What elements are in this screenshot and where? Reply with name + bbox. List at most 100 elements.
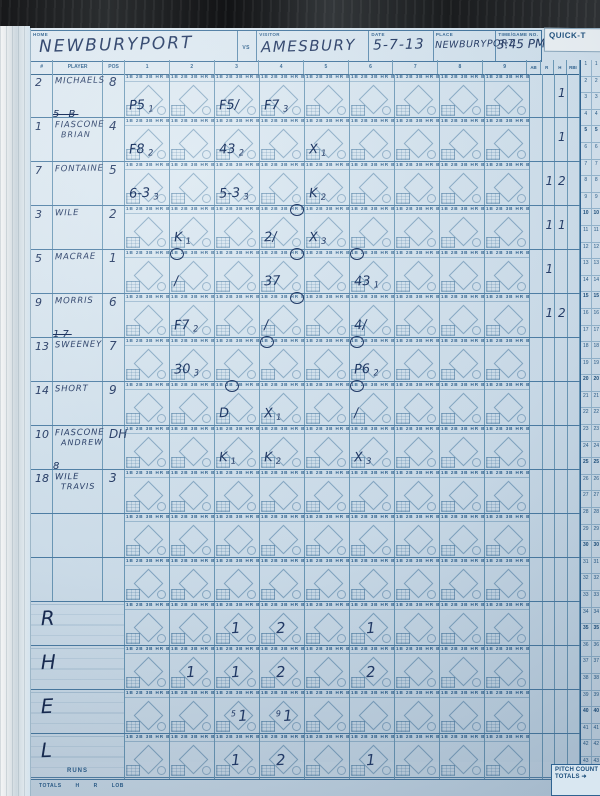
quick-row: 14 14 xyxy=(581,275,600,293)
circle-icon xyxy=(427,766,436,775)
quick-number: 13 xyxy=(581,259,592,275)
hit-type-strip: 1B 2B 3B HR BB xyxy=(395,118,439,126)
inning-cell-4: 1B 2B 3B HR BB 91 xyxy=(260,690,305,733)
hit-type-strip: 1B 2B 3B HR BB xyxy=(440,426,484,434)
quick-number: 25 xyxy=(592,458,600,474)
col-inning-header-1: 1 xyxy=(125,60,170,74)
hit-type-strip: 1B 2B 3B HR BB xyxy=(125,690,169,698)
inning-cell-3: 1B 2B 3B HR BB 51 xyxy=(215,690,260,733)
quick-number: 28 xyxy=(592,508,600,524)
runs-inning-cell-5 xyxy=(305,762,350,779)
pitch-grid-icon xyxy=(486,501,500,512)
player-name2: BRIAN xyxy=(60,129,91,140)
quick-number: 4 xyxy=(592,110,600,126)
circled-1b-mark xyxy=(350,336,364,348)
stat-cell-r xyxy=(543,118,555,161)
inning-cell-9: 1B 2B 3B HR BB xyxy=(485,206,530,249)
inning-cell-8: 1B 2B 3B HR BB xyxy=(440,382,485,425)
quick-number: 22 xyxy=(592,408,600,424)
hit-type-strip: 1B 2B 3B HR BB xyxy=(485,470,529,478)
hit-type-strip: 1B 2B 3B HR BB xyxy=(395,294,439,302)
pitch-grid-icon xyxy=(396,281,410,292)
pitch-grid-icon xyxy=(126,677,140,688)
circle-icon xyxy=(337,414,346,423)
pitch-grid-icon xyxy=(126,413,140,424)
hit-type-strip: 1B 2B 3B HR BB xyxy=(125,162,169,170)
hit-type-strip: 1B 2B 3B HR BB xyxy=(125,338,169,346)
quick-row: 33 33 xyxy=(581,591,600,608)
circle-icon xyxy=(472,370,481,379)
pitch-grid-icon xyxy=(441,325,455,336)
blank-row: 1B 2B 3B HR BB1B 2B 3B HR BB1B 2B 3B HR … xyxy=(31,514,580,558)
game-date: 5-7-13 xyxy=(373,36,426,54)
quick-number: 24 xyxy=(592,442,600,458)
pitch-grid-icon xyxy=(306,105,320,116)
stat-cell-rbi xyxy=(568,690,580,733)
circle-icon xyxy=(382,678,391,687)
hand-out-number: 3 xyxy=(320,236,327,247)
circle-icon xyxy=(337,370,346,379)
home-team-name: NEWBURYPORT xyxy=(38,32,194,58)
stats-block: 1 xyxy=(530,118,580,161)
stats-block xyxy=(530,690,580,733)
totals-col-h: H xyxy=(75,783,80,789)
inning-cell-7: 1B 2B 3B HR BB xyxy=(395,470,440,513)
hit-type-strip: 1B 2B 3B HR BB xyxy=(305,294,349,302)
pitch-grid-icon xyxy=(441,677,455,688)
hand-out-number: 3 xyxy=(365,456,372,467)
circle-icon xyxy=(202,546,211,555)
hit-type-strip: 1B 2B 3B HR BB xyxy=(215,250,259,258)
pitch-grid-icon xyxy=(351,413,365,424)
quick-number: 12 xyxy=(592,243,600,259)
hit-type-strip: 1B 2B 3B HR BB xyxy=(260,162,304,170)
player-name-cell xyxy=(53,514,103,557)
pitch-grid-icon xyxy=(171,281,185,292)
inning-cell-8: 1B 2B 3B HR BB xyxy=(440,734,485,777)
pitch-grid-icon xyxy=(351,501,365,512)
player-name-cell: FIASCONE BRIAN xyxy=(53,118,104,161)
hand-out-number: 2 xyxy=(192,324,199,335)
stat-tally: 1 xyxy=(558,218,566,232)
pitch-grid-icon xyxy=(216,413,230,424)
circle-icon xyxy=(202,370,211,379)
pitch-grid-icon xyxy=(261,589,275,600)
hit-type-strip: 1B 2B 3B HR BB xyxy=(350,558,394,566)
pitch-grid-icon xyxy=(396,765,410,776)
player-name-cell: SHORT xyxy=(53,382,103,425)
stat-cell-ab xyxy=(530,206,543,249)
inning-cell-1: 1B 2B 3B HR BB xyxy=(125,558,170,601)
pitch-grid-icon xyxy=(171,677,185,688)
inning-cell-3: 1B 2B 3B HR BB xyxy=(215,470,260,513)
circle-icon xyxy=(247,766,256,775)
circle-icon xyxy=(427,634,436,643)
circled-1b-mark xyxy=(350,380,364,392)
col-inning-header-2: 2 xyxy=(170,60,215,74)
hit-type-strip: 1B 2B 3B HR BB xyxy=(260,514,304,522)
player-name: SWEENEY xyxy=(54,339,103,351)
player-pos: 8 xyxy=(103,74,125,117)
quick-number: 14 xyxy=(581,275,592,292)
inning-cell-2: 1B 2B 3B HR BB xyxy=(170,734,215,777)
hit-type-strip: 1B 2B 3B HR BB xyxy=(350,602,394,610)
hand-mark: / xyxy=(263,317,269,334)
hit-type-strip: 1B 2B 3B HR BB xyxy=(395,558,439,566)
quick-number: 38 xyxy=(581,673,592,690)
stat-cell-r xyxy=(543,470,555,513)
circle-icon xyxy=(337,150,346,159)
runs-row: RUNS xyxy=(31,762,580,780)
game-time: 3:45 PM xyxy=(497,36,546,52)
dark-table-surface xyxy=(0,0,600,28)
quick-number: 11 xyxy=(592,226,600,242)
pitch-grid-icon xyxy=(351,589,365,600)
inning-cell-5: 1B 2B 3B HR BB xyxy=(305,338,350,381)
circle-icon xyxy=(202,326,211,335)
circle-icon xyxy=(292,150,301,159)
stat-cell-r xyxy=(543,426,555,469)
quick-number: 23 xyxy=(592,425,600,441)
time-label: TIME/GAME NO. xyxy=(498,32,539,37)
stat-cell-ab xyxy=(530,118,543,161)
quick-number: 41 xyxy=(581,723,592,740)
